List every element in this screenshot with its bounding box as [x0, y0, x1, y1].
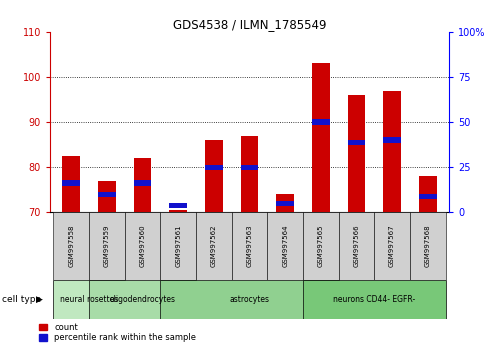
Text: GSM997562: GSM997562	[211, 225, 217, 267]
Bar	[205, 140, 223, 212]
Text: GSM997561: GSM997561	[175, 225, 181, 267]
Text: GSM997567: GSM997567	[389, 225, 395, 267]
Text: GSM997564: GSM997564	[282, 225, 288, 267]
Legend: count, percentile rank within the sample: count, percentile rank within the sample	[39, 323, 196, 342]
Bar	[410, 212, 446, 280]
Bar	[276, 201, 294, 206]
Text: GSM997565: GSM997565	[318, 225, 324, 267]
Bar	[241, 136, 258, 212]
Bar	[98, 181, 116, 212]
Bar	[160, 280, 339, 319]
Bar	[347, 140, 365, 145]
Bar	[347, 95, 365, 212]
Bar	[89, 280, 196, 319]
Text: neurons CD44- EGFR-: neurons CD44- EGFR-	[333, 295, 415, 304]
Bar	[169, 210, 187, 212]
Bar	[205, 165, 223, 170]
Bar	[232, 212, 267, 280]
Text: GSM997566: GSM997566	[353, 225, 359, 267]
Bar	[125, 212, 160, 280]
Bar	[241, 165, 258, 170]
Bar	[89, 212, 125, 280]
Text: GSM997558: GSM997558	[68, 225, 74, 267]
Bar	[134, 158, 152, 212]
Bar	[134, 180, 152, 186]
Text: GSM997563: GSM997563	[247, 225, 252, 267]
Bar	[196, 212, 232, 280]
Text: GSM997560: GSM997560	[140, 225, 146, 267]
Bar	[53, 212, 89, 280]
Bar	[312, 63, 330, 212]
Bar	[98, 192, 116, 197]
Bar	[419, 176, 437, 212]
Bar	[62, 180, 80, 186]
Text: ▶: ▶	[36, 295, 43, 304]
Bar	[53, 280, 125, 319]
Bar	[339, 212, 374, 280]
Bar	[383, 91, 401, 212]
Text: cell type: cell type	[2, 295, 41, 304]
Bar	[62, 156, 80, 212]
Bar	[169, 203, 187, 209]
Bar	[303, 212, 339, 280]
Bar	[419, 194, 437, 199]
Text: oligodendrocytes: oligodendrocytes	[110, 295, 176, 304]
Title: GDS4538 / ILMN_1785549: GDS4538 / ILMN_1785549	[173, 18, 326, 31]
Text: neural rosettes: neural rosettes	[60, 295, 118, 304]
Text: GSM997568: GSM997568	[425, 225, 431, 267]
Bar	[276, 194, 294, 212]
Bar	[160, 212, 196, 280]
Bar	[267, 212, 303, 280]
Text: GSM997559: GSM997559	[104, 225, 110, 267]
Bar	[383, 137, 401, 143]
Bar	[312, 119, 330, 125]
Bar	[374, 212, 410, 280]
Bar	[303, 280, 446, 319]
Text: astrocytes: astrocytes	[230, 295, 269, 304]
